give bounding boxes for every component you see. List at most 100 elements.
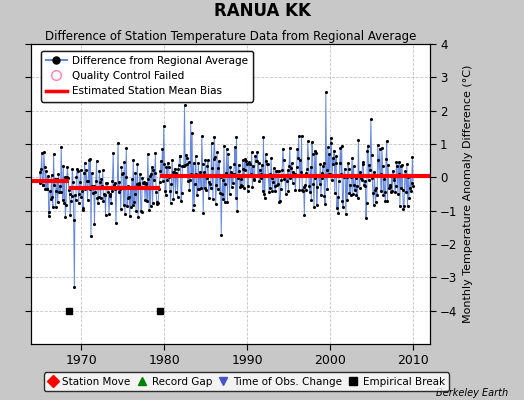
Point [188, 130, 196, 136]
Point [186, 177, 194, 183]
Point [99, 167, 107, 174]
Point [367, 152, 376, 158]
Point [381, 198, 389, 204]
Point [234, 162, 243, 168]
Point [174, 166, 182, 172]
Point [215, 158, 223, 165]
Point [189, 207, 197, 213]
Point [216, 174, 225, 180]
Point [68, 193, 76, 200]
Point [92, 178, 100, 185]
Point [305, 189, 314, 195]
Point [170, 169, 178, 176]
Point [258, 162, 266, 168]
Point [99, 198, 107, 204]
Point [123, 203, 131, 209]
Point [199, 210, 208, 216]
Point [189, 160, 198, 166]
Point [183, 160, 191, 167]
Point [104, 189, 113, 196]
Point [185, 187, 193, 193]
Point [105, 192, 114, 199]
Point [279, 157, 288, 163]
Point [255, 160, 263, 166]
Point [208, 140, 216, 146]
Point [282, 173, 290, 179]
Point [333, 194, 342, 200]
Point [187, 119, 195, 126]
Point [225, 172, 233, 179]
Point [242, 158, 250, 164]
Point [315, 172, 323, 178]
Point [42, 186, 51, 192]
Point [318, 175, 326, 182]
Point [312, 150, 320, 156]
Point [73, 166, 81, 172]
Point [163, 159, 172, 166]
Point [393, 163, 401, 170]
Point [60, 174, 69, 180]
Point [332, 153, 341, 160]
Point [348, 155, 356, 161]
Point [251, 152, 259, 159]
Point [165, 164, 173, 170]
Point [136, 170, 145, 177]
Point [149, 167, 158, 174]
Point [51, 204, 60, 210]
Point [173, 194, 182, 200]
Point [210, 134, 219, 140]
Point [200, 184, 209, 191]
Point [291, 187, 300, 193]
Point [78, 188, 86, 195]
Point [254, 172, 262, 178]
Point [48, 194, 57, 200]
Point [106, 191, 115, 198]
Point [69, 178, 77, 185]
Point [40, 148, 48, 155]
Point [209, 196, 217, 202]
Point [286, 174, 294, 181]
Point [118, 170, 127, 177]
Point [273, 182, 281, 188]
Point [391, 189, 399, 196]
Point [387, 172, 396, 178]
Point [109, 150, 117, 157]
Point [275, 199, 283, 206]
Point [333, 205, 341, 211]
Point [232, 195, 240, 202]
Point [288, 180, 297, 186]
Point [339, 204, 347, 210]
Point [259, 134, 268, 140]
Point [67, 198, 75, 204]
Point [89, 190, 97, 197]
Point [198, 133, 206, 140]
Point [82, 166, 90, 173]
Point [175, 162, 183, 168]
Point [311, 148, 319, 154]
Point [226, 164, 234, 170]
Point [382, 156, 390, 162]
Point [245, 161, 254, 168]
Point [58, 197, 67, 203]
Point [180, 163, 188, 170]
Point [406, 172, 414, 178]
Point [79, 207, 88, 213]
Point [250, 176, 259, 183]
Point [311, 174, 320, 181]
Point [200, 169, 208, 176]
Point [272, 168, 280, 174]
Point [133, 161, 141, 167]
Point [363, 200, 371, 207]
Point [378, 144, 386, 151]
Point [401, 168, 410, 174]
Point [329, 161, 337, 167]
Point [66, 212, 74, 218]
Point [395, 159, 403, 165]
Point [47, 196, 55, 202]
Point [112, 220, 120, 226]
Point [351, 187, 359, 194]
Point [309, 151, 317, 157]
Point [86, 156, 94, 162]
Point [91, 189, 100, 195]
Point [392, 159, 401, 165]
